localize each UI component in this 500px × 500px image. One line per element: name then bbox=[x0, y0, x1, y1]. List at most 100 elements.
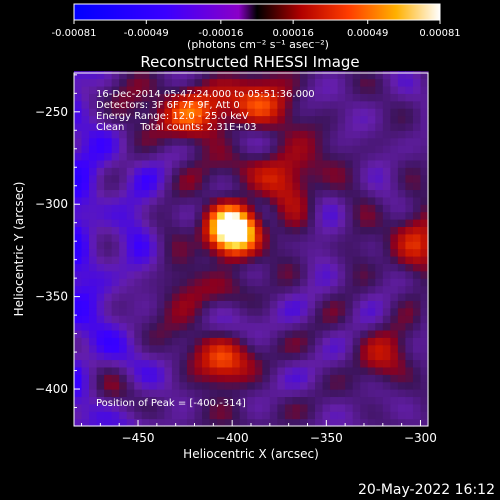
heatmap-cell bbox=[390, 322, 399, 331]
heatmap-cell bbox=[81, 337, 90, 346]
heatmap-cell bbox=[141, 418, 150, 427]
heatmap-cell bbox=[119, 248, 128, 257]
heatmap-cell bbox=[262, 396, 271, 405]
heatmap-cell bbox=[96, 189, 105, 198]
heatmap-cell bbox=[96, 263, 105, 272]
heatmap-cell bbox=[156, 182, 165, 191]
heatmap-cell bbox=[360, 204, 369, 213]
heatmap-cell bbox=[337, 174, 346, 183]
heatmap-cell bbox=[104, 344, 113, 353]
heatmap-cell bbox=[194, 248, 203, 257]
heatmap-cell bbox=[397, 159, 406, 168]
heatmap-cell bbox=[232, 226, 241, 235]
heatmap-cell bbox=[126, 93, 135, 102]
heatmap-cell bbox=[277, 292, 286, 301]
heatmap-cell bbox=[315, 285, 324, 294]
colorbar: -0.00081 -0.00049 -0.00016 0.00016 0.00049 0.… bbox=[52, 3, 461, 51]
heatmap-cell bbox=[420, 352, 429, 361]
heatmap-cell bbox=[224, 374, 233, 383]
heatmap-cell bbox=[367, 85, 376, 94]
heatmap-cell bbox=[104, 278, 113, 287]
heatmap-cell bbox=[412, 389, 422, 398]
heatmap-cell bbox=[299, 359, 309, 368]
heatmap-cell bbox=[345, 396, 354, 405]
heatmap-cell bbox=[111, 263, 120, 272]
heatmap-cell bbox=[367, 263, 376, 272]
heatmap-cell bbox=[104, 211, 113, 220]
heatmap-cell bbox=[262, 130, 271, 139]
heatmap-cell bbox=[164, 322, 173, 331]
heatmap-cell bbox=[360, 396, 369, 405]
heatmap-cell bbox=[202, 278, 211, 287]
heatmap-cell bbox=[89, 248, 98, 257]
heatmap-cell bbox=[104, 248, 113, 257]
heatmap-cell bbox=[217, 108, 226, 117]
heatmap-cell bbox=[239, 122, 248, 131]
heatmap-cell bbox=[126, 152, 135, 161]
heatmap-cell bbox=[141, 85, 150, 94]
heatmap-cell bbox=[186, 226, 196, 235]
heatmap-cell bbox=[111, 278, 120, 287]
heatmap-cell bbox=[360, 159, 369, 168]
heatmap-cell bbox=[186, 263, 196, 272]
heatmap-cell bbox=[111, 130, 120, 139]
annotation-detectors: Detectors: 3F 6F 7F 9F, Att 0 bbox=[96, 100, 240, 111]
heatmap-cell bbox=[194, 307, 203, 316]
heatmap-cell bbox=[164, 278, 173, 287]
heatmap-cell bbox=[194, 337, 203, 346]
heatmap-cell bbox=[89, 292, 98, 301]
heatmap-cell bbox=[171, 389, 181, 398]
heatmap-cell bbox=[217, 352, 226, 361]
heatmap-cell bbox=[382, 100, 391, 109]
heatmap-cell bbox=[217, 300, 226, 309]
heatmap-cell bbox=[367, 322, 376, 331]
heatmap-cell bbox=[337, 263, 346, 272]
heatmap-cell bbox=[81, 374, 90, 383]
heatmap-cell bbox=[262, 329, 271, 338]
heatmap-cell bbox=[81, 100, 90, 109]
heatmap-cell bbox=[149, 115, 158, 124]
heatmap-cell bbox=[262, 307, 271, 316]
heatmap-cell bbox=[390, 219, 399, 227]
heatmap-cell bbox=[420, 374, 429, 383]
heatmap-cell bbox=[126, 366, 135, 375]
heatmap-cell bbox=[164, 219, 173, 227]
heatmap-cell bbox=[104, 233, 113, 242]
heatmap-cell bbox=[330, 233, 339, 242]
heatmap-cell bbox=[322, 329, 331, 338]
heatmap-cell bbox=[247, 389, 256, 398]
heatmap-cell bbox=[179, 152, 188, 161]
heatmap-cell bbox=[262, 337, 271, 346]
heatmap-cell bbox=[330, 352, 339, 361]
heatmap-cell bbox=[352, 196, 361, 205]
heatmap-cell bbox=[89, 418, 98, 427]
heatmap-cell bbox=[262, 145, 271, 154]
heatmap-cell bbox=[164, 329, 173, 338]
annotation-energy-range: Energy Range: 12.0 - 25.0 keV bbox=[96, 111, 249, 122]
heatmap-cell bbox=[352, 226, 361, 235]
heatmap-cell bbox=[134, 292, 143, 301]
heatmap-cell bbox=[284, 411, 294, 420]
heatmap-cell bbox=[307, 226, 316, 235]
heatmap-cell bbox=[299, 278, 309, 287]
heatmap-cell bbox=[164, 411, 173, 420]
heatmap-cell bbox=[307, 374, 316, 383]
heatmap-cell bbox=[262, 241, 271, 250]
heatmap-cell bbox=[277, 411, 286, 420]
heatmap-cell bbox=[89, 344, 98, 353]
heatmap-cell bbox=[149, 263, 158, 272]
heatmap-cell bbox=[360, 226, 369, 235]
heatmap-cell bbox=[134, 403, 143, 412]
heatmap-cell bbox=[330, 78, 339, 87]
heatmap-cell bbox=[217, 307, 226, 316]
heatmap-cell bbox=[322, 359, 331, 368]
heatmap-cell bbox=[299, 241, 309, 250]
heatmap-cell bbox=[292, 300, 301, 309]
heatmap-cell bbox=[412, 344, 422, 353]
heatmap-cell bbox=[194, 315, 203, 324]
heatmap-cell bbox=[397, 115, 406, 124]
heatmap-cell bbox=[232, 137, 241, 146]
heatmap-cell bbox=[171, 108, 181, 117]
heatmap-cell bbox=[164, 403, 173, 412]
heatmap-cell bbox=[352, 396, 361, 405]
